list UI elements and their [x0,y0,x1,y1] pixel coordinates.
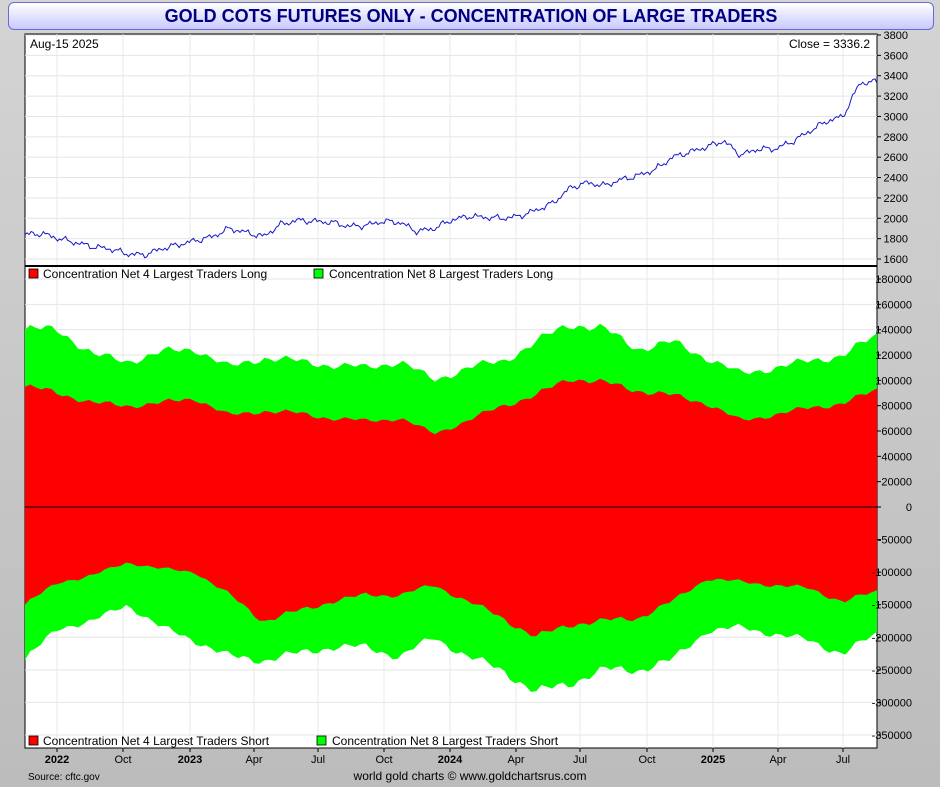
price-tick-label: 2200 [884,193,908,205]
legend-swatch-green-long [313,268,324,279]
price-tick-label: 3200 [884,91,908,103]
price-tick-label: 3000 [884,111,908,123]
price-series [24,78,878,259]
concentration-tick-label: 80000 [881,401,912,413]
legend-swatch-red-short [28,735,39,746]
date-label: Aug-15 2025 [30,37,99,51]
concentration-tick-label: 60000 [881,426,912,438]
legend-8-short: Concentration Net 8 Largest Traders Shor… [332,734,559,748]
legend-8-long: Concentration Net 8 Largest Traders Long [329,267,553,281]
concentration-tick-label: -50000 [878,535,912,547]
concentration-tick-label: 0 [906,502,912,514]
price-grid [25,34,877,266]
concentration-tick-label: 180000 [875,274,912,286]
concentration-tick-label: -350000 [872,730,912,742]
chart-title: GOLD COTS FUTURES ONLY - CONCENTRATION O… [8,2,934,30]
price-tick-label: 2800 [884,132,908,144]
x-tick-label: Jul [311,754,325,766]
price-tick-label: 2400 [884,173,908,185]
x-tick-label: Apr [245,754,262,766]
concentration-tick-label: 140000 [875,325,912,337]
credit-label: world gold charts © www.goldchartsrus.co… [353,769,587,783]
price-tick-label: 1800 [884,234,908,246]
concentration-tick-label: 40000 [881,451,912,463]
legend-4-short: Concentration Net 4 Largest Traders Shor… [43,734,270,748]
x-tick-label: Oct [638,754,655,766]
price-tick-label: 2600 [884,152,908,164]
price-tick-label: 3400 [884,71,908,83]
concentration-tick-label: 120000 [875,350,912,362]
concentration-tick-label: 100000 [875,375,912,387]
concentration-tick-label: -250000 [872,665,912,677]
concentration-tick-label: 20000 [881,477,912,489]
x-tick-label: Oct [375,754,392,766]
x-tick-label: 2024 [438,754,463,766]
price-tick-label: 3600 [884,50,908,62]
concentration-y-axis: 180000 160000 140000 120000 100000 80000 60000… [872,274,912,742]
concentration-tick-label: -100000 [872,567,912,579]
price-tick-label: 3800 [884,30,908,42]
time-x-axis: 2022 Oct 2023 Apr Jul Oct 2024 Apr Jul Oct 2025 Apr… [45,748,850,766]
legend-4-long: Concentration Net 4 Largest Traders Long [43,267,267,281]
price-y-axis: 1600 1800 2000 2200 2400 2600 2800 3000 3200 3400… [877,30,908,266]
price-tick-label: 2000 [884,213,908,225]
area-concentration-net-4-largest-traders-short [25,507,877,637]
source-label: Source: cftc.gov [28,772,100,783]
x-tick-label: Apr [769,754,786,766]
x-tick-label: Oct [114,754,131,766]
concentration-tick-label: -150000 [872,600,912,612]
x-tick-label: Jul [836,754,850,766]
x-tick-label: 2023 [178,754,202,766]
x-tick-label: 2022 [45,754,69,766]
legend-swatch-green-short [316,735,327,746]
x-tick-label: 2025 [701,754,725,766]
area-concentration-net-4-largest-traders-long [25,378,877,507]
price-panel [24,33,878,267]
concentration-tick-label: 160000 [875,299,912,311]
price-tick-label: 1600 [884,254,908,266]
close-label: Close = 3336.2 [789,37,870,51]
legend-swatch-red-long [28,268,39,279]
x-tick-label: Jul [573,754,587,766]
concentration-tick-label: -300000 [872,697,912,709]
concentration-areas [25,323,877,692]
concentration-tick-label: -200000 [872,632,912,644]
x-tick-label: Apr [507,754,524,766]
gold-price-line [24,78,878,259]
